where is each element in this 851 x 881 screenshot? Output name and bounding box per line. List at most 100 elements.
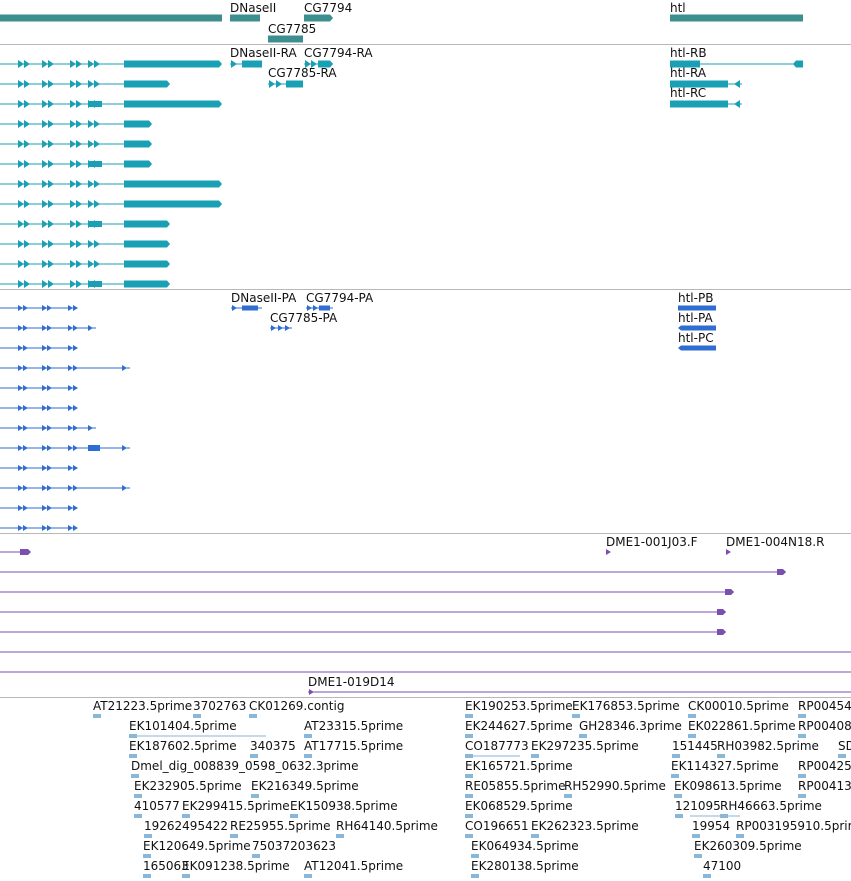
est-label[interactable]: 19262495422	[144, 819, 228, 833]
est-label[interactable]: RE25955.5prime	[230, 819, 331, 833]
strand-arrow	[88, 260, 94, 268]
est-label[interactable]: EK098613.5prime	[674, 779, 782, 793]
est-glyph	[465, 774, 473, 778]
est-label[interactable]: 151445	[672, 739, 718, 753]
est-label[interactable]: RP00413	[798, 779, 851, 793]
est-glyph	[144, 834, 152, 838]
est-label[interactable]: RH03982.5prime	[717, 739, 819, 753]
est-label[interactable]: 19954	[692, 819, 731, 833]
est-label[interactable]: 165063	[143, 859, 189, 873]
est-label[interactable]: EK262323.5prime	[531, 819, 639, 833]
strand-arrow	[18, 180, 24, 188]
gene-label[interactable]: htl	[670, 1, 686, 15]
est-label[interactable]: EK150938.5prime	[290, 799, 398, 813]
est-label[interactable]: 121095	[675, 799, 721, 813]
strand-arrow	[73, 525, 78, 531]
est-label[interactable]: EK187602.5prime	[129, 739, 237, 753]
est-label[interactable]: EK101404.5prime	[129, 719, 237, 733]
est-label[interactable]: CK01269.contig	[249, 699, 345, 713]
clone-label[interactable]: DME1-019D14	[308, 675, 395, 689]
strand-arrow	[23, 485, 28, 491]
est-label[interactable]: 340375	[250, 739, 296, 753]
est-label[interactable]: Dmel_dig_008839_0598_0632.3prime	[131, 759, 359, 773]
protein-label[interactable]: CG7794-PA	[306, 291, 374, 305]
est-label[interactable]: EK022861.5prime	[688, 719, 796, 733]
est-label[interactable]: CO196651	[465, 819, 529, 833]
est-glyph	[838, 754, 846, 758]
protein-label[interactable]: CG7785-PA	[270, 311, 338, 325]
est-label[interactable]: RP00408	[798, 719, 851, 733]
est-label[interactable]: EK068529.5prime	[465, 799, 573, 813]
est-label[interactable]: AT21223.5prime	[93, 699, 193, 713]
transcript-label[interactable]: htl-RA	[670, 66, 707, 80]
gene-label[interactable]: CG7785	[268, 22, 317, 36]
est-label[interactable]: EK297235.5prime	[531, 739, 639, 753]
est-label[interactable]: RH52990.5prime	[564, 779, 666, 793]
est-label[interactable]: EK165721.5prime	[465, 759, 573, 773]
track-separator	[0, 697, 851, 698]
est-label[interactable]: RP00454	[798, 699, 851, 713]
clone-label[interactable]: DME1-004N18.R	[726, 535, 825, 549]
est-label[interactable]: AT12041.5prime	[304, 859, 404, 873]
est-label[interactable]: EK232905.5prime	[134, 779, 242, 793]
est-label[interactable]: EK244627.5prime	[465, 719, 573, 733]
est-label[interactable]: AT23315.5prime	[304, 719, 404, 733]
transcript-label[interactable]: htl-RB	[670, 46, 707, 60]
exon-block	[90, 221, 102, 227]
est-label[interactable]: RP00425	[798, 759, 851, 773]
est-label[interactable]: EK064934.5prime	[471, 839, 579, 853]
est-label[interactable]: RE05855.5prime	[465, 779, 566, 793]
exon-block	[124, 120, 152, 128]
strand-arrow	[42, 525, 47, 531]
est-label[interactable]: EK280138.5prime	[471, 859, 579, 873]
protein-label[interactable]: htl-PC	[678, 331, 714, 345]
est-label[interactable]: EK190253.5prime	[465, 699, 573, 713]
exon-block	[20, 549, 31, 555]
est-label[interactable]: EK114327.5prime	[671, 759, 779, 773]
est-label[interactable]: SD	[838, 739, 851, 753]
strand-arrow	[24, 220, 30, 228]
protein-label[interactable]: DNaseII-PA	[231, 291, 297, 305]
est-label[interactable]: 410577	[134, 799, 180, 813]
est-label[interactable]: EK176853.5prime	[572, 699, 680, 713]
est-label[interactable]: EK091238.5prime	[182, 859, 290, 873]
protein-label[interactable]: htl-PB	[678, 291, 714, 305]
gene-label[interactable]: DNaseII	[230, 1, 277, 15]
est-label[interactable]: CO187773	[465, 739, 529, 753]
exon-block	[90, 161, 102, 167]
strand-arrow	[42, 385, 47, 391]
transcript-label[interactable]: CG7785-RA	[268, 66, 337, 80]
strand-arrow	[18, 525, 23, 531]
clone-label[interactable]: DME1-001J03.F	[606, 535, 698, 549]
est-label[interactable]: EK120649.5prime	[143, 839, 251, 853]
transcript-label[interactable]: DNaseII-RA	[230, 46, 297, 60]
strand-arrow	[23, 425, 28, 431]
est-label[interactable]: EK260309.5prime	[694, 839, 802, 853]
est-label[interactable]: 47100	[703, 859, 742, 873]
est-label[interactable]: AT17715.5prime	[304, 739, 404, 753]
transcript-label[interactable]: htl-RC	[670, 86, 707, 100]
exon-block	[319, 305, 330, 311]
est-label[interactable]: GH28346.3prime	[579, 719, 682, 733]
strand-arrow	[18, 140, 24, 148]
est-label[interactable]: EK216349.5prime	[251, 779, 359, 793]
strand-arrow	[88, 200, 94, 208]
strand-arrow	[18, 465, 23, 471]
strand-arrow	[18, 200, 24, 208]
est-label[interactable]: CK00010.5prime	[688, 699, 789, 713]
exon-block	[670, 60, 700, 68]
est-label[interactable]: RH46663.5prime	[720, 799, 822, 813]
strand-arrow	[68, 505, 73, 511]
protein-label[interactable]: htl-PA	[678, 311, 713, 325]
transcript-label[interactable]: CG7794-RA	[304, 46, 373, 60]
est-label[interactable]: RH64140.5prime	[336, 819, 438, 833]
gene-label[interactable]: CG7794	[304, 1, 353, 15]
strand-arrow	[76, 200, 82, 208]
est-label[interactable]: RP003195910.5prime	[736, 819, 851, 833]
exon-block	[678, 325, 716, 331]
strand-arrow	[122, 445, 127, 451]
est-label[interactable]: EK299415.5prime	[182, 799, 290, 813]
est-label[interactable]: 3702763	[193, 699, 247, 713]
strand-arrow	[42, 485, 47, 491]
est-label[interactable]: 75037203623	[252, 839, 336, 853]
